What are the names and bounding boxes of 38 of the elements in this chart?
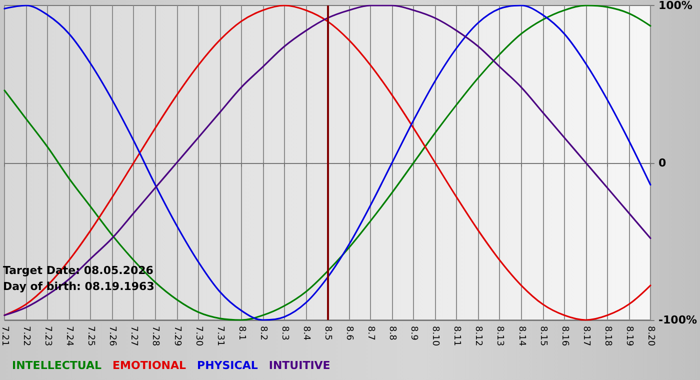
x-tick-label: 8.17 <box>580 326 591 346</box>
x-tick-label: 8.15 <box>538 326 548 346</box>
x-tick-label: 7.24 <box>64 326 74 346</box>
x-tick-label: 7.29 <box>172 326 182 346</box>
x-tick-label: 8.10 <box>430 326 440 346</box>
y-tick-label: 0 <box>658 156 666 170</box>
x-tick-label: 7.26 <box>107 326 118 346</box>
y-tick-label: -100% <box>658 314 698 326</box>
x-tick-label: 8.2 <box>258 326 268 340</box>
x-tick-label: 7.22 <box>21 326 32 346</box>
x-tick-label: 7.30 <box>193 326 204 346</box>
y-tick-label: 100% <box>658 0 692 12</box>
x-tick-label: 8.20 <box>645 326 656 346</box>
x-tick-label: 8.5 <box>322 326 332 340</box>
x-tick-label: 8.7 <box>366 326 376 340</box>
x-tick-label: 8.11 <box>452 326 462 346</box>
x-tick-label: 8.6 <box>344 326 354 341</box>
x-tick-label: 7.25 <box>86 326 96 346</box>
x-tick-label: 8.8 <box>387 326 398 341</box>
x-tick-label: 8.16 <box>559 326 570 346</box>
x-tick-label: 8.1 <box>236 326 246 340</box>
text: INTELLECTUAL <box>12 359 102 372</box>
x-tick-label: 8.4 <box>300 326 311 341</box>
x-tick-label: 7.31 <box>214 326 225 346</box>
x-tick-label: 7.21 <box>0 326 10 346</box>
x-tick-label: 8.3 <box>279 326 290 340</box>
x-tick-label: 7.27 <box>128 326 139 346</box>
text: INTUITIVE <box>268 359 330 372</box>
x-tick-label: 8.19 <box>624 326 634 346</box>
text: PHYSICAL <box>197 359 258 372</box>
x-tick-label: 8.12 <box>473 326 484 346</box>
x-tick-label: 7.28 <box>150 326 160 346</box>
x-tick-label: 8.18 <box>602 326 612 346</box>
x-tick-label: 8.9 <box>408 326 419 341</box>
x-tick-label: 7.23 <box>42 326 53 346</box>
x-tick-label: 8.13 <box>494 326 505 346</box>
x-tick-label: 8.14 <box>516 326 526 346</box>
text: EMOTIONAL <box>112 359 186 372</box>
